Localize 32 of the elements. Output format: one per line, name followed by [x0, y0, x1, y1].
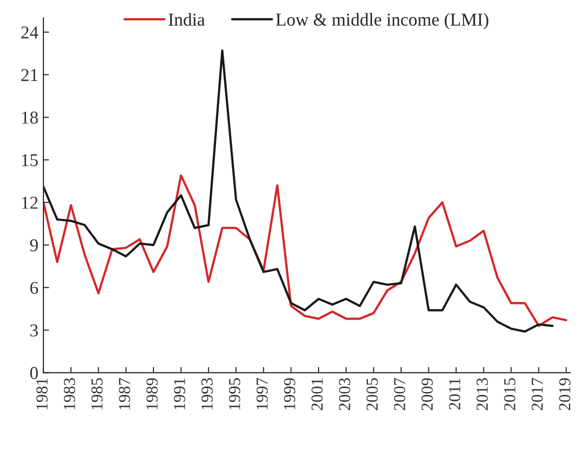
x-tick-label: 2001: [311, 378, 323, 410]
x-tick-label: 2013: [476, 378, 488, 410]
x-tick-label: 1983: [64, 378, 76, 410]
y-tick-label: 21: [21, 69, 38, 81]
y-tick-label: 3: [30, 324, 38, 337]
x-tick-label: 2005: [366, 378, 378, 410]
x-tick-label: 1995: [228, 378, 240, 410]
x-tick-label: 2017: [532, 378, 543, 410]
x-tick-label: 1985: [91, 378, 103, 410]
x-tick-label: 1987: [118, 378, 130, 410]
y-tick-label: 15: [22, 154, 38, 166]
y-tick-label: 24: [21, 26, 38, 38]
x-tick-label: 1991: [174, 378, 186, 410]
x-tick-label: 1989: [146, 378, 158, 410]
y-tick-label: 9: [30, 239, 38, 252]
x-tick-label: 1997: [256, 378, 268, 410]
legend-label: Low & middle income (LMI): [276, 13, 488, 30]
y-tick-label: 0: [30, 366, 38, 380]
x-tick-label: 1999: [284, 378, 296, 410]
x-tick-label: 2015: [504, 378, 516, 410]
x-tick-label: 1981: [36, 378, 48, 410]
line-series: [43, 174, 568, 327]
y-tick-label: 18: [22, 112, 38, 124]
x-tick-label: 2003: [339, 378, 350, 410]
y-tick-label: 12: [22, 196, 38, 209]
y-tick-label: 6: [30, 282, 38, 294]
x-tick-label: 2009: [422, 378, 433, 410]
x-tick-label: 2011: [449, 378, 460, 410]
x-tick-label: 1993: [201, 378, 213, 410]
x-tick-label: 2007: [394, 378, 406, 410]
x-tick-label: 2019: [559, 378, 570, 410]
legend-label: India: [168, 13, 205, 26]
